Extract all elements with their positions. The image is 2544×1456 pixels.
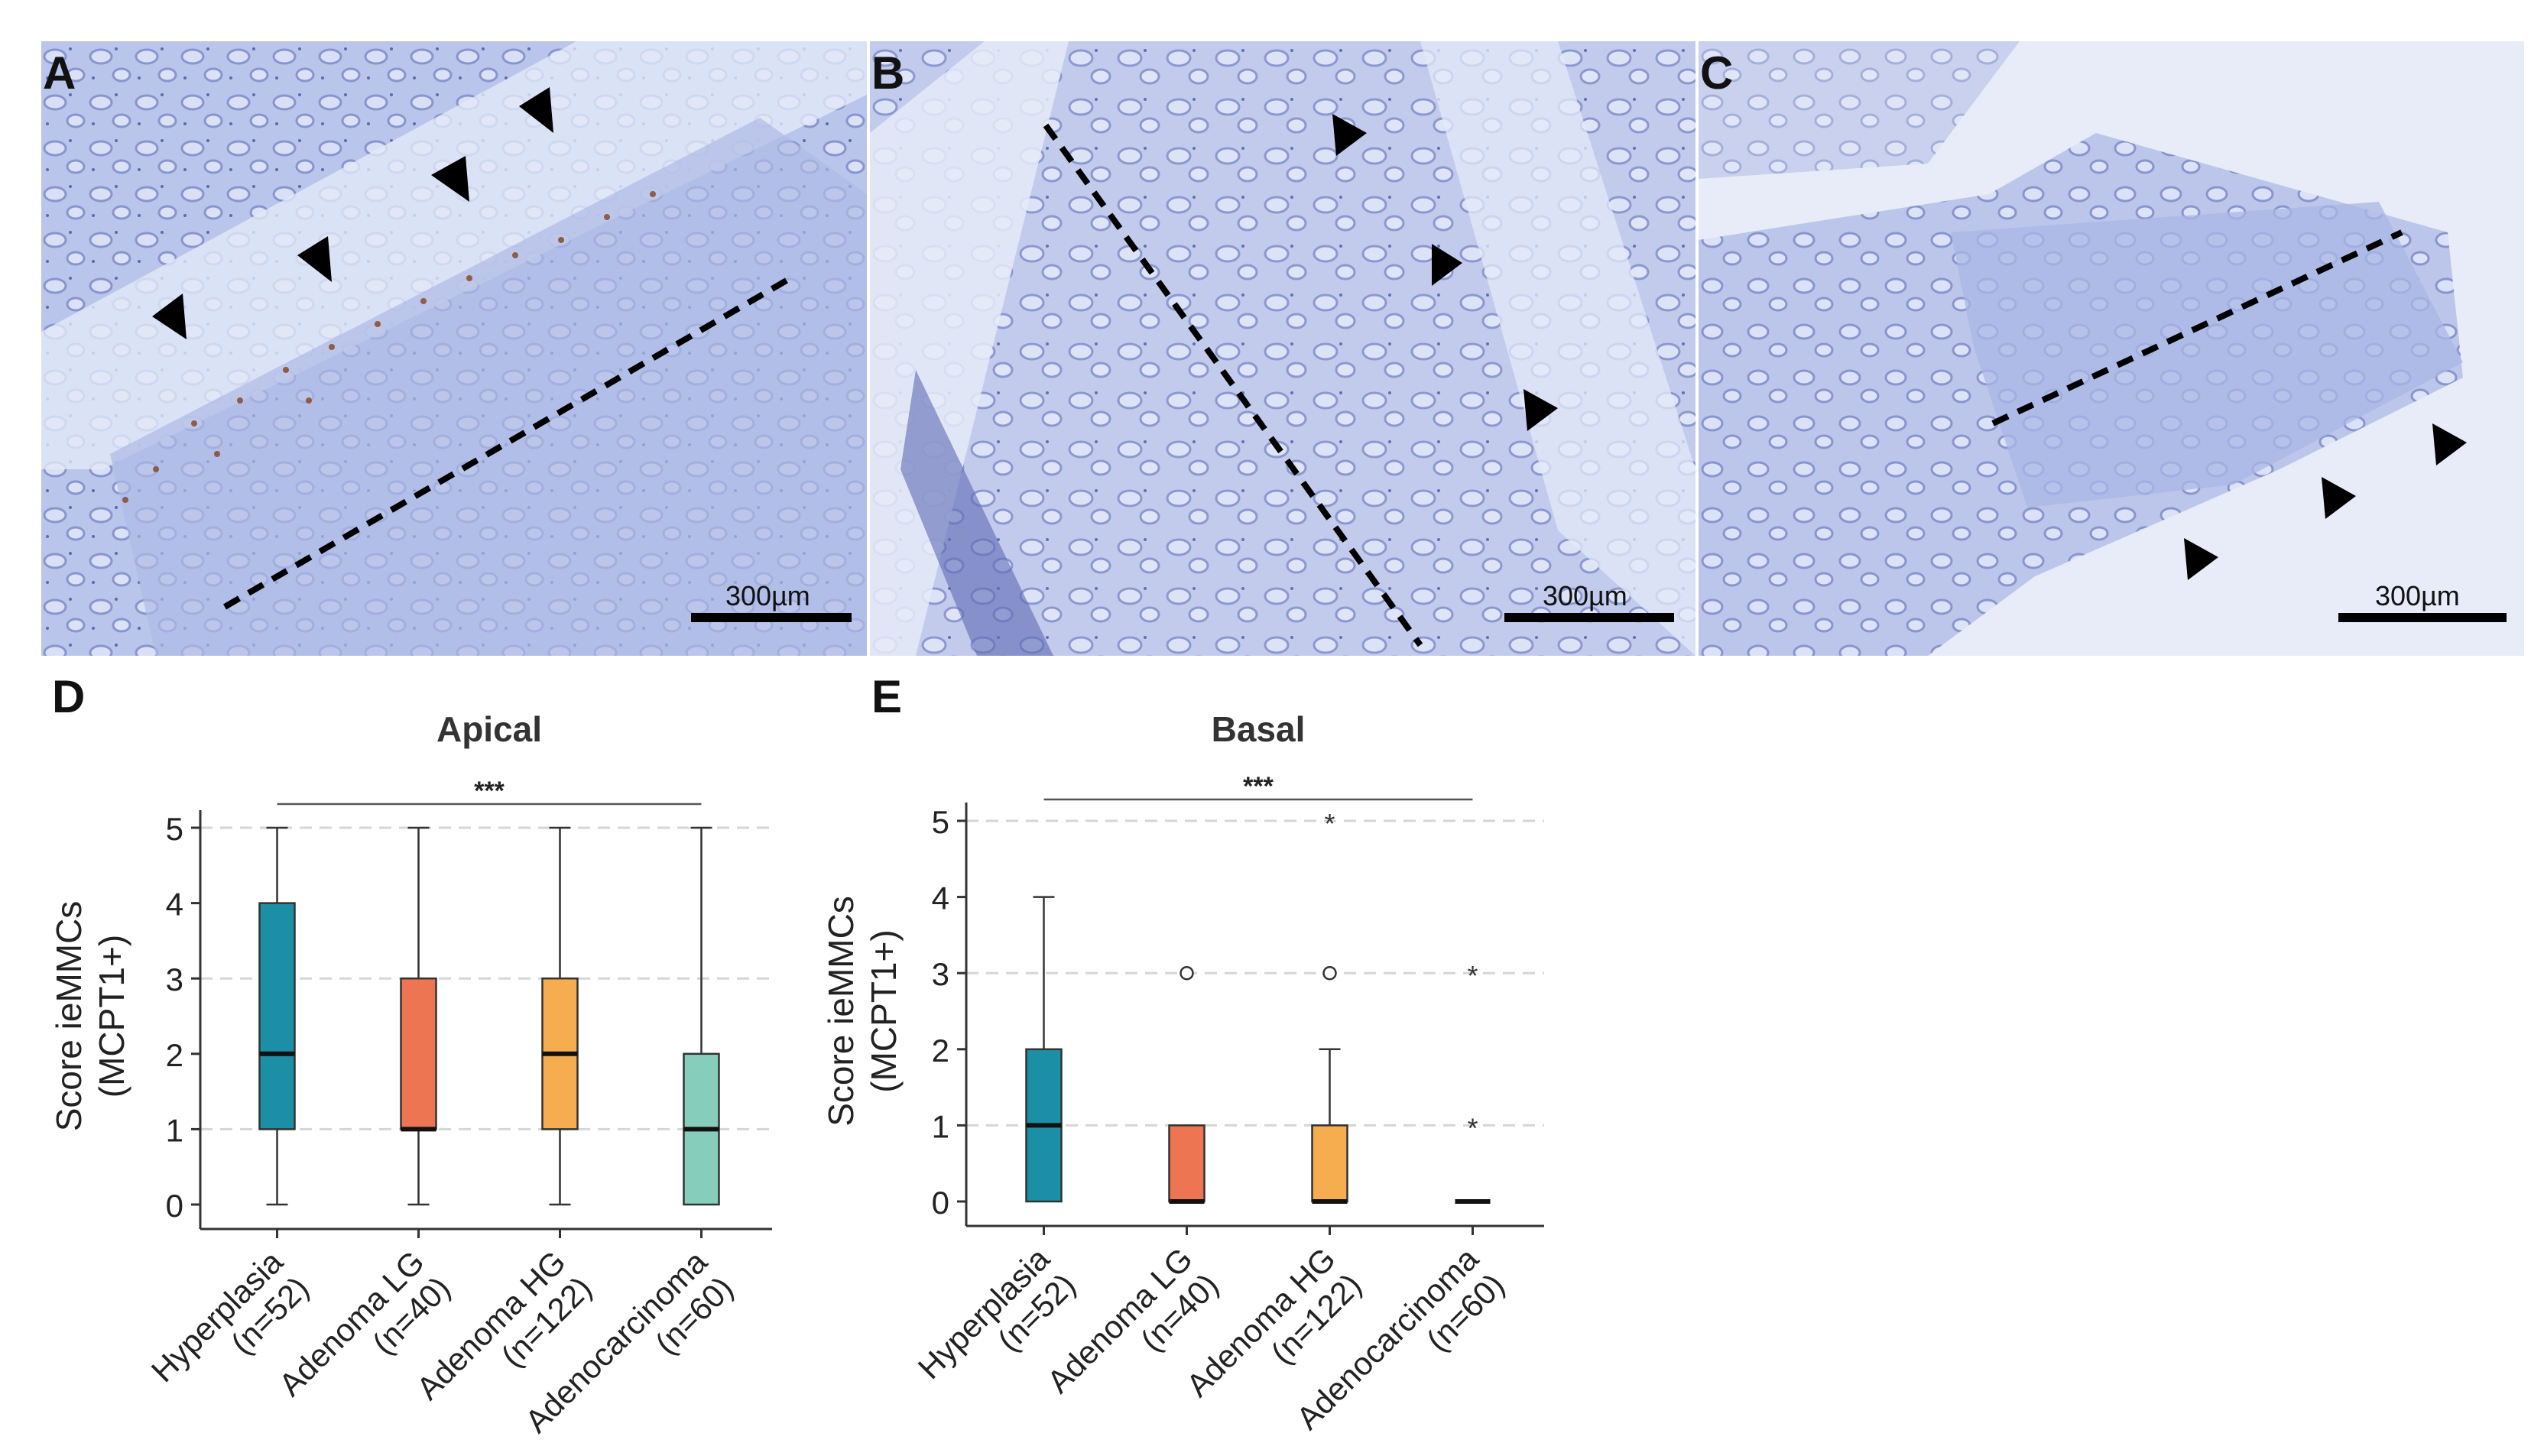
- y-axis-label-unit: (MCPT1+): [864, 929, 904, 1092]
- y-tick-label: 4: [932, 880, 949, 916]
- micrograph-panel-a: A 300µm: [41, 41, 867, 656]
- chart-title: Apical: [436, 709, 542, 749]
- arrowhead-markers: [152, 87, 553, 339]
- scale-bar: [2338, 613, 2507, 622]
- y-tick-label: 4: [166, 887, 183, 923]
- box: [1311, 1124, 1348, 1203]
- panel-letter-a: A: [43, 47, 76, 99]
- scale-bar-label: 300µm: [725, 580, 810, 611]
- y-tick-label: 0: [932, 1185, 949, 1221]
- outlier-point: [1180, 965, 1194, 981]
- y-axis-label-unit: (MCPT1+): [92, 935, 131, 1098]
- dashed-boundary-line: [1991, 229, 2403, 426]
- y-tick-label: 5: [932, 804, 949, 840]
- y-axis-label: Score ieMMCs: [821, 896, 861, 1127]
- y-tick-label: 3: [166, 961, 183, 997]
- micrograph-b-image: [870, 41, 1695, 656]
- chart-title: Basal: [1212, 709, 1306, 749]
- outlier-point: [1322, 965, 1337, 981]
- micrograph-c-image: [1699, 41, 2524, 656]
- panel-letter-d: D: [52, 671, 86, 722]
- box: [258, 902, 296, 1130]
- arrowhead-markers: [1332, 114, 1558, 431]
- box: [400, 977, 437, 1130]
- y-tick-label: 2: [932, 1033, 949, 1068]
- panel-letter-c: C: [1700, 47, 1734, 99]
- y-tick-label: 1: [932, 1108, 949, 1144]
- micrograph-panel-b: B 300µm: [870, 41, 1695, 656]
- x-tick-label-group: Adenoma LG(n=40): [1040, 1240, 1225, 1399]
- dashed-boundary-line: [1043, 123, 1423, 647]
- extreme-point: *: [1324, 808, 1335, 839]
- scale-bar-label: 300µm: [1543, 580, 1627, 611]
- extreme-point: *: [1467, 1112, 1478, 1143]
- significance-label: ***: [1243, 772, 1274, 801]
- y-tick-label: 0: [166, 1188, 183, 1224]
- micrograph-panel-c: C 300µm: [1699, 41, 2524, 656]
- y-tick-label: 2: [166, 1037, 183, 1073]
- scale-bar-label: 300µm: [2375, 580, 2460, 611]
- micrograph-a-image: [41, 41, 867, 656]
- significance-label: ***: [474, 777, 505, 806]
- arrowhead-markers: [2184, 423, 2467, 580]
- y-tick-label: 3: [932, 956, 949, 992]
- scale-bar: [1504, 613, 1674, 622]
- panel-letter-e: E: [871, 671, 903, 722]
- scale-bar: [691, 613, 852, 622]
- panel-letter-b: B: [871, 47, 905, 99]
- box: [1168, 1124, 1205, 1203]
- extreme-point: *: [1467, 960, 1478, 991]
- y-tick-label: 1: [166, 1112, 183, 1148]
- y-tick-label: 5: [166, 811, 183, 847]
- y-axis-label: Score ieMMCs: [49, 901, 89, 1132]
